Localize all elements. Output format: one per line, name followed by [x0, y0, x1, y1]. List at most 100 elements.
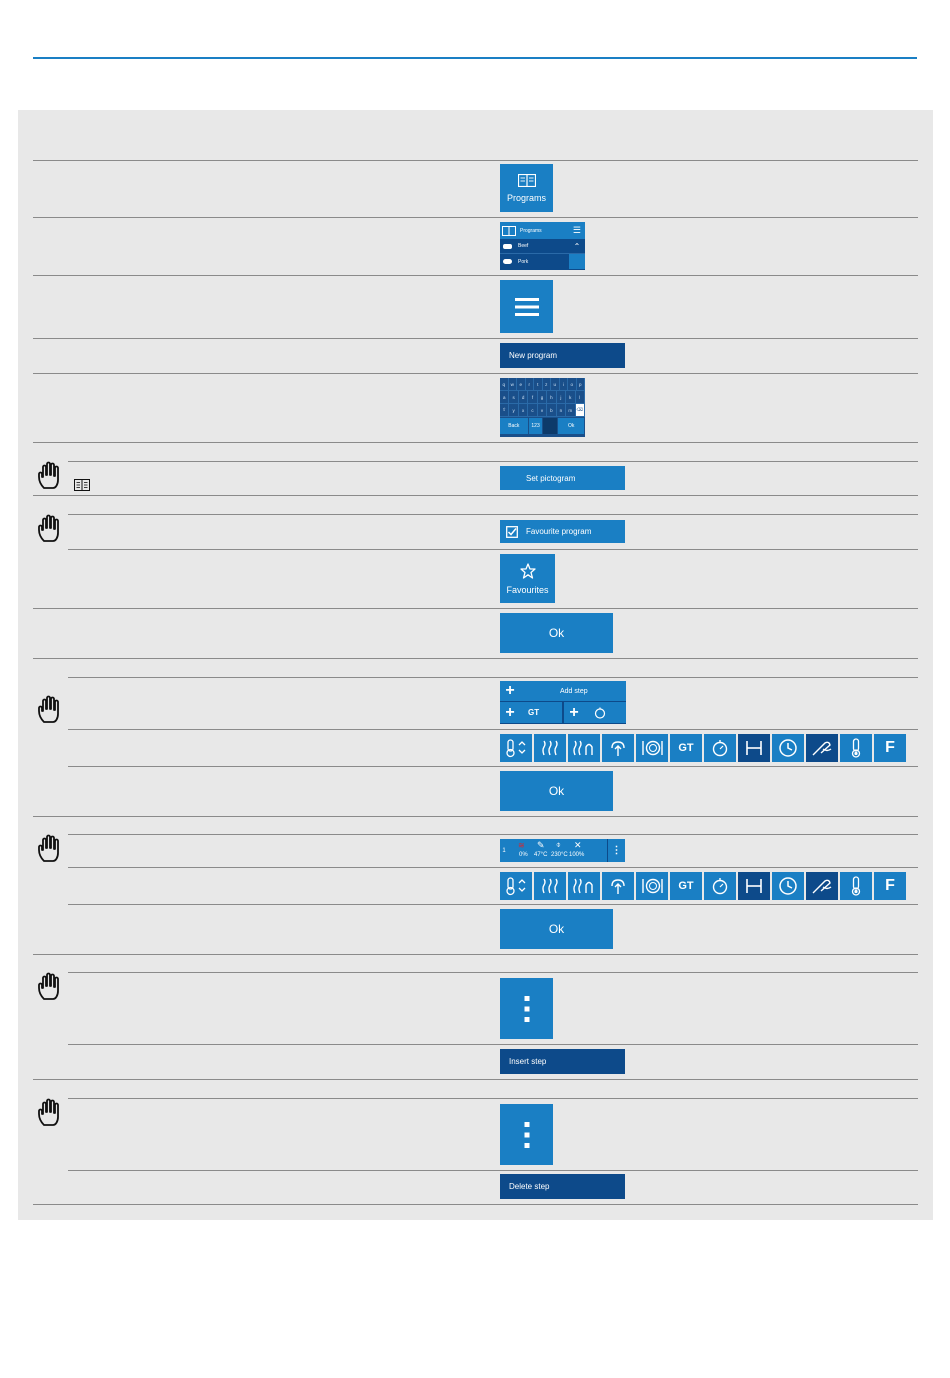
list-item[interactable]: Beef ⌃	[500, 239, 585, 254]
menu-icon[interactable]: ☰	[572, 225, 581, 235]
key[interactable]: h	[547, 391, 557, 403]
key[interactable]: b	[547, 404, 557, 416]
keyboard-row: ⇧ y x c v b n m ⌫	[500, 404, 585, 417]
thermometer-adjust-icon[interactable]	[500, 734, 532, 762]
thermometer-icon[interactable]	[840, 734, 872, 762]
timer-icon[interactable]	[704, 734, 736, 762]
key[interactable]: w	[509, 378, 517, 390]
clock-icon[interactable]	[772, 872, 804, 900]
interval-icon[interactable]	[738, 734, 770, 762]
key[interactable]: z	[543, 378, 551, 390]
program-list-header[interactable]: Programs ☰	[500, 222, 585, 239]
key[interactable]: n	[557, 404, 567, 416]
key[interactable]: u	[551, 378, 560, 390]
space-key[interactable]	[543, 418, 558, 434]
fan-f-icon[interactable]: F	[874, 734, 906, 762]
row-divider	[68, 834, 918, 835]
fan-f-icon[interactable]: F	[874, 872, 906, 900]
checkbox-checked-icon	[506, 525, 518, 538]
key[interactable]: t	[534, 378, 543, 390]
favourite-program-label: Favourite program	[526, 527, 592, 536]
key[interactable]: p	[577, 378, 585, 390]
more-options-button[interactable]	[500, 978, 553, 1039]
more-vertical-icon[interactable]: ⋮	[607, 839, 625, 862]
key[interactable]: m	[566, 404, 576, 416]
steam-icon[interactable]	[534, 872, 566, 900]
gt-mode-icon[interactable]: GT	[670, 872, 702, 900]
beef-icon	[503, 243, 512, 249]
key[interactable]: l	[576, 391, 585, 403]
keyboard-ok-key[interactable]: Ok	[558, 418, 584, 434]
add-gt-step-button[interactable]: + GT	[500, 702, 562, 723]
cabinet-temp-value: 230°C	[551, 852, 568, 858]
more-options-button[interactable]	[500, 1104, 553, 1165]
combi-steam-icon[interactable]	[568, 734, 600, 762]
key[interactable]: k	[566, 391, 576, 403]
list-item[interactable]: Pork	[500, 254, 585, 269]
set-pictogram-button[interactable]: Set pictogram	[500, 466, 625, 490]
shift-key[interactable]: ⇧	[500, 404, 510, 416]
key[interactable]: r	[526, 378, 534, 390]
chevron-up-icon[interactable]: ⌃	[573, 241, 581, 251]
thermometer-adjust-icon[interactable]	[500, 872, 532, 900]
plate-icon[interactable]	[636, 872, 668, 900]
key[interactable]: s	[509, 391, 519, 403]
insert-step-button[interactable]: Insert step	[500, 1049, 625, 1074]
timer-icon[interactable]	[704, 872, 736, 900]
row-divider	[33, 373, 918, 374]
scroll-thumb[interactable]	[569, 254, 585, 269]
row-divider	[68, 461, 918, 462]
numbers-key[interactable]: 123	[528, 418, 543, 434]
thermometer-icon: ⌽	[556, 840, 561, 849]
key[interactable]: c	[528, 404, 538, 416]
ok-button[interactable]: Ok	[500, 771, 613, 811]
key[interactable]: i	[560, 378, 568, 390]
key[interactable]: d	[519, 391, 529, 403]
thermometer-icon[interactable]	[840, 872, 872, 900]
core-probe-icon[interactable]	[806, 872, 838, 900]
plate-icon[interactable]	[636, 734, 668, 762]
backspace-key[interactable]: ⌫	[575, 404, 585, 416]
ok-button[interactable]: Ok	[500, 909, 613, 949]
key[interactable]: o	[568, 378, 577, 390]
gt-icon: GT	[678, 742, 694, 754]
combi-steam-icon[interactable]	[568, 872, 600, 900]
interval-icon[interactable]	[738, 872, 770, 900]
favourites-button[interactable]: Favourites	[500, 554, 555, 603]
steam-icon[interactable]	[534, 734, 566, 762]
core-probe-icon[interactable]	[806, 734, 838, 762]
programs-button[interactable]: Programs	[500, 164, 553, 212]
key[interactable]: f	[528, 391, 538, 403]
ok-button[interactable]: Ok	[500, 613, 613, 653]
hand-icon	[38, 834, 59, 862]
list-item-label: Pork	[518, 258, 529, 265]
key[interactable]: y	[509, 404, 519, 416]
favourite-program-checkbox[interactable]: Favourite program	[500, 520, 625, 543]
key[interactable]: v	[538, 404, 548, 416]
menu-button[interactable]	[500, 280, 553, 333]
key[interactable]: a	[500, 391, 510, 403]
row-divider	[33, 954, 918, 955]
cooking-mode-strip: GT F	[500, 872, 906, 900]
delete-step-button[interactable]: Delete step	[500, 1174, 625, 1199]
key[interactable]: q	[500, 378, 509, 390]
key[interactable]: x	[519, 404, 529, 416]
row-divider	[68, 729, 918, 730]
hand-icon	[38, 695, 59, 723]
row-divider	[33, 608, 918, 609]
key[interactable]: j	[557, 391, 567, 403]
new-program-button[interactable]: New program	[500, 343, 625, 368]
clock-icon[interactable]	[772, 734, 804, 762]
step-info-bar[interactable]: 1 ≋ ✎ ⌽ ✕ 0% 47°C 230°C 100% ⋮	[500, 839, 625, 862]
key[interactable]: g	[538, 391, 548, 403]
back-key[interactable]: Back	[500, 418, 528, 434]
row-divider	[68, 677, 918, 678]
ok-label: Ok	[548, 626, 565, 640]
add-step-button[interactable]: + Add step	[500, 681, 626, 702]
hot-air-icon[interactable]	[602, 734, 634, 762]
hot-air-icon[interactable]	[602, 872, 634, 900]
key[interactable]: e	[517, 378, 526, 390]
gt-mode-icon[interactable]: GT	[670, 734, 702, 762]
add-timer-step-button[interactable]: +	[564, 702, 626, 723]
onscreen-keyboard: q w e r t z u i o p a s d f g h j k l ⇧ …	[500, 378, 585, 437]
